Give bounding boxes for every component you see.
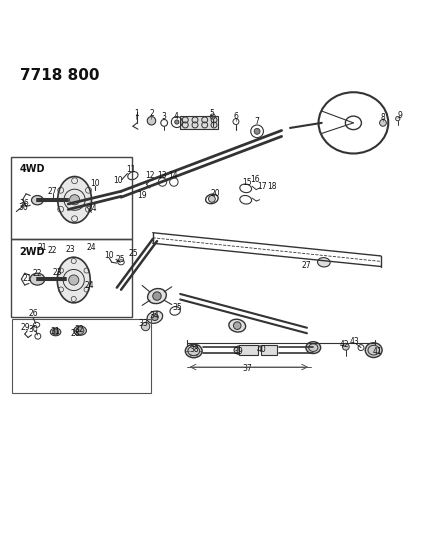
Text: 19: 19	[137, 191, 147, 200]
Text: 5: 5	[209, 109, 214, 118]
Ellipse shape	[365, 343, 382, 358]
Text: 39: 39	[234, 348, 244, 357]
Ellipse shape	[229, 319, 246, 332]
Text: 42: 42	[339, 340, 349, 349]
Circle shape	[152, 314, 158, 320]
Text: 27: 27	[301, 261, 311, 270]
Circle shape	[147, 117, 156, 125]
Text: 10: 10	[113, 176, 122, 185]
Text: 24: 24	[87, 243, 96, 252]
Bar	[11, 239, 132, 317]
Text: 34: 34	[149, 311, 159, 320]
Text: 29: 29	[21, 323, 30, 332]
Ellipse shape	[74, 326, 86, 335]
Text: 32: 32	[75, 325, 84, 334]
Text: 35: 35	[172, 303, 182, 312]
Ellipse shape	[148, 288, 166, 304]
Text: 14: 14	[168, 171, 178, 180]
Ellipse shape	[57, 257, 90, 303]
Text: 26: 26	[29, 309, 39, 318]
Circle shape	[233, 322, 241, 329]
Text: 22: 22	[47, 246, 56, 255]
Text: 16: 16	[250, 175, 260, 184]
Bar	[12, 319, 152, 393]
Text: 24: 24	[88, 204, 98, 213]
Ellipse shape	[58, 176, 92, 223]
Ellipse shape	[30, 273, 45, 285]
Text: 9: 9	[398, 111, 402, 120]
Text: 1: 1	[134, 109, 139, 118]
Text: 10: 10	[90, 179, 100, 188]
Text: 28: 28	[71, 329, 80, 338]
Circle shape	[53, 329, 59, 335]
Circle shape	[208, 196, 215, 203]
Text: 25: 25	[128, 249, 138, 259]
Ellipse shape	[306, 342, 321, 353]
Ellipse shape	[51, 328, 61, 336]
Circle shape	[76, 327, 84, 335]
Text: 36: 36	[20, 199, 30, 208]
Polygon shape	[180, 116, 218, 129]
Ellipse shape	[318, 257, 330, 267]
Text: 18: 18	[268, 182, 277, 191]
Text: 6: 6	[234, 112, 238, 121]
Text: 23: 23	[65, 245, 75, 254]
Circle shape	[175, 120, 179, 124]
Text: 24: 24	[85, 281, 94, 290]
Bar	[11, 157, 132, 239]
Text: 2: 2	[149, 109, 154, 118]
Circle shape	[153, 292, 161, 300]
Text: 31: 31	[50, 327, 59, 336]
Text: 23: 23	[53, 268, 62, 277]
Text: 12: 12	[145, 171, 155, 180]
Text: 21: 21	[38, 243, 47, 252]
Text: 25: 25	[116, 255, 125, 264]
Ellipse shape	[32, 196, 43, 205]
Ellipse shape	[234, 346, 245, 354]
Text: 38: 38	[189, 345, 199, 354]
Text: 41: 41	[373, 348, 383, 357]
Bar	[238, 345, 258, 355]
Text: 13: 13	[157, 171, 166, 180]
Text: 15: 15	[242, 177, 252, 187]
Text: 21: 21	[23, 274, 32, 283]
Ellipse shape	[185, 344, 202, 358]
Circle shape	[141, 322, 150, 330]
Text: 11: 11	[126, 165, 136, 174]
Text: 17: 17	[257, 182, 267, 191]
Text: 30: 30	[29, 325, 39, 334]
Text: 3: 3	[161, 111, 166, 120]
Text: 36: 36	[18, 203, 28, 212]
Text: 4: 4	[173, 111, 178, 120]
Text: 33: 33	[139, 319, 149, 328]
Text: 4WD: 4WD	[20, 164, 45, 174]
Text: 8: 8	[380, 113, 385, 122]
Circle shape	[69, 195, 80, 205]
Text: 40: 40	[257, 345, 267, 354]
Text: 20: 20	[210, 189, 220, 198]
Text: 37: 37	[242, 364, 252, 373]
Text: 2WD: 2WD	[20, 247, 45, 257]
Circle shape	[380, 119, 386, 126]
Ellipse shape	[147, 311, 163, 324]
Text: 43: 43	[350, 337, 360, 346]
Circle shape	[68, 275, 79, 285]
Bar	[262, 345, 277, 355]
Text: 22: 22	[33, 269, 42, 278]
Circle shape	[342, 343, 349, 350]
Text: 27: 27	[48, 187, 57, 196]
Text: 7: 7	[255, 117, 259, 126]
Circle shape	[254, 128, 260, 134]
Text: 7718 800: 7718 800	[20, 68, 99, 83]
Text: 10: 10	[104, 251, 114, 260]
